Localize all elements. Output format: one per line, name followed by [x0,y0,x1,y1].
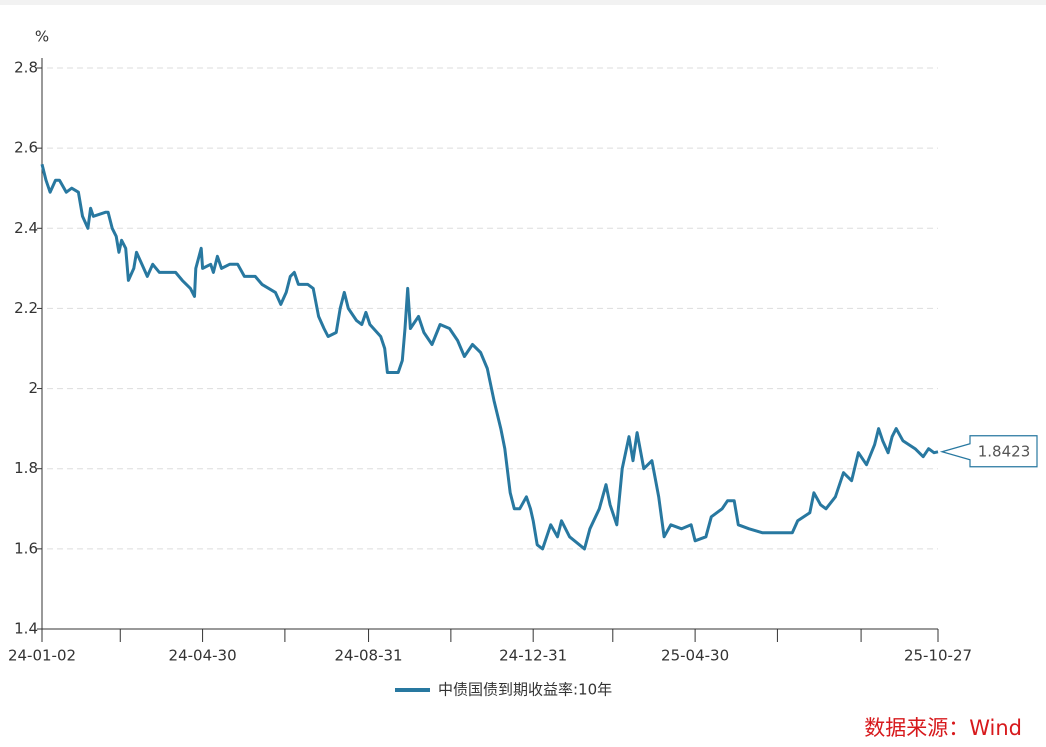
x-tick-label: 24-12-31 [499,647,567,665]
y-tick-label: 2.6 [14,139,38,157]
y-tick-label: 2.2 [14,299,38,317]
x-tick-label: 24-08-31 [335,647,403,665]
source: 数据来源：Wind [864,716,1022,740]
end-label-box [939,435,1038,468]
y-unit: % [35,28,49,46]
end-label: 1.8423 [978,442,1031,460]
legend-label: 中债国债到期收益率:10年 [438,681,612,699]
top-bar [0,0,1046,5]
y-tick-label: 2 [28,379,38,397]
series-line [40,163,939,551]
y-tick-label: 1.6 [14,539,38,557]
y-tick-label: 1.8 [14,459,38,477]
y-tick-label: 1.4 [14,620,38,638]
x-tick-label: 25-10-27 [904,647,972,665]
x-tick-label: 25-04-30 [661,647,729,665]
y-tick-label: 2.8 [14,59,38,77]
x-tick-label: 24-01-02 [8,647,76,665]
y-tick-label: 2.4 [14,219,38,237]
x-tick-label: 24-04-30 [169,647,237,665]
